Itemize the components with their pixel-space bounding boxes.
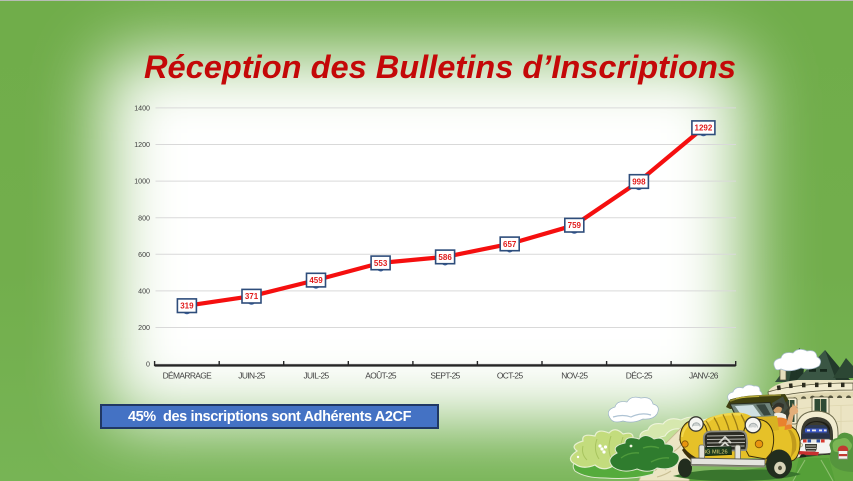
svg-text:459: 459 (309, 276, 323, 285)
svg-text:1000: 1000 (134, 178, 150, 186)
svg-text:600: 600 (138, 251, 150, 259)
svg-text:JUIL-25: JUIL-25 (303, 370, 329, 380)
svg-text:NOV-25: NOV-25 (561, 370, 588, 380)
svg-text:OCT-25: OCT-25 (497, 370, 524, 380)
svg-text:SEPT-25: SEPT-25 (430, 370, 460, 380)
svg-text:657: 657 (503, 240, 517, 249)
svg-text:0: 0 (146, 361, 150, 369)
svg-text:1292: 1292 (695, 124, 713, 133)
svg-text:JUIN-25: JUIN-25 (238, 370, 265, 380)
svg-text:1200: 1200 (134, 141, 150, 149)
svg-text:DÉC-25: DÉC-25 (626, 370, 653, 380)
svg-text:200: 200 (138, 324, 150, 332)
svg-text:998: 998 (632, 178, 646, 187)
svg-text:BG MIL26: BG MIL26 (702, 450, 727, 456)
svg-text:800: 800 (138, 214, 150, 222)
svg-text:319: 319 (180, 302, 194, 311)
svg-text:JANV-26: JANV-26 (689, 370, 719, 380)
svg-text:AOÛT-25: AOÛT-25 (365, 370, 397, 380)
svg-text:1400: 1400 (134, 105, 150, 113)
svg-text:759: 759 (568, 221, 582, 230)
svg-text:400: 400 (138, 288, 150, 296)
svg-text:371: 371 (245, 292, 259, 301)
svg-text:553: 553 (374, 259, 388, 268)
svg-text:586: 586 (438, 253, 452, 262)
svg-text:DÉMARRAGE: DÉMARRAGE (163, 370, 213, 380)
